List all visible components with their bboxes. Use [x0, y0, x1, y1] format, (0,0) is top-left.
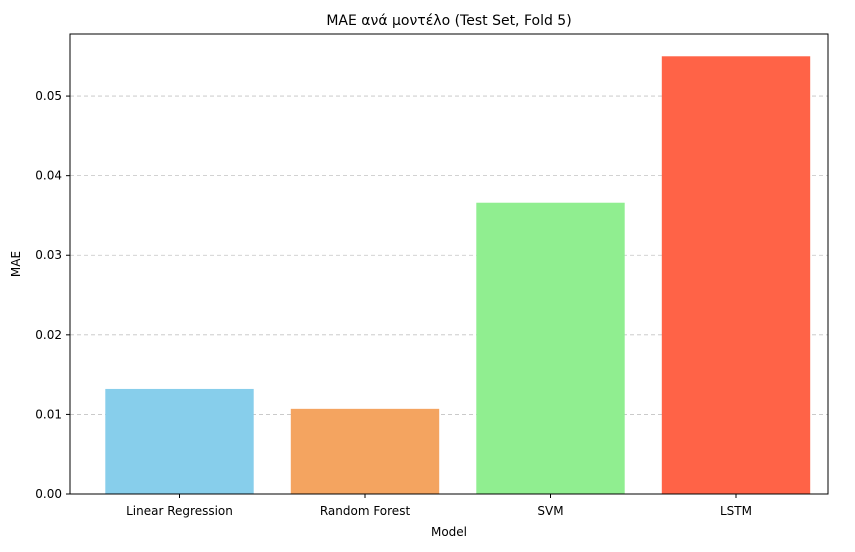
chart-title: MAE ανά μοντέλο (Test Set, Fold 5)	[326, 13, 571, 29]
y-tick-label: 0.01	[35, 407, 62, 421]
bar-lstm	[661, 56, 811, 494]
y-tick-label: 0.00	[35, 487, 62, 501]
plot-frame	[69, 33, 829, 495]
y-axis-ticks: 0.00 0.01 0.02 0.03 0.04 0.05	[35, 89, 70, 501]
bar-random-forest	[290, 408, 440, 494]
y-axis-label: MAE	[9, 251, 23, 277]
y-tick-label: 0.05	[35, 89, 62, 103]
x-axis-ticks: Linear Regression Random Forest SVM LSTM	[126, 494, 752, 518]
y-tick-label: 0.03	[35, 248, 62, 262]
bar-svm	[476, 202, 625, 494]
x-tick-label: LSTM	[720, 504, 752, 518]
y-tick-label: 0.04	[35, 169, 62, 183]
x-axis-label: Model	[431, 525, 467, 539]
x-tick-label: SVM	[537, 504, 563, 518]
y-tick-label: 0.02	[35, 328, 62, 342]
x-tick-label: Linear Regression	[126, 504, 233, 518]
bars	[105, 56, 811, 494]
x-tick-label: Random Forest	[320, 504, 411, 518]
bar-linear-regression	[105, 388, 254, 494]
